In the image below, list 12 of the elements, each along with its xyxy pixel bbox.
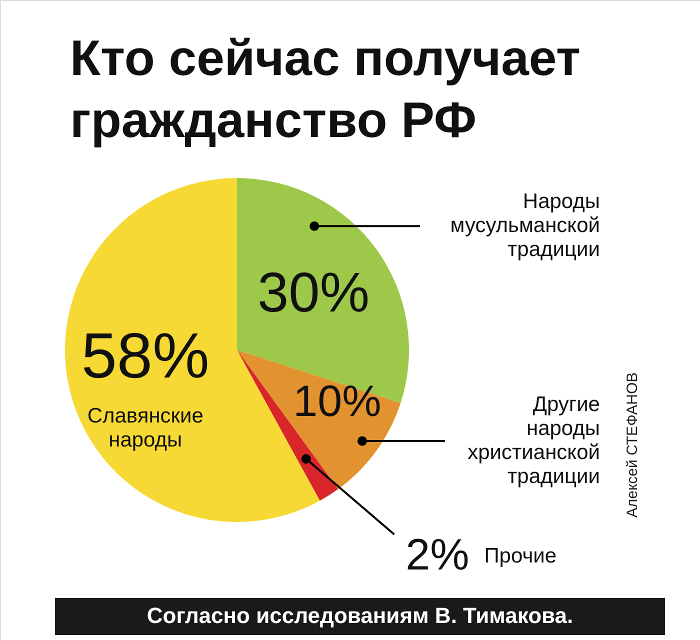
pie-slice [237,350,401,490]
slice-label: Другие народы христианской традиции [468,392,600,488]
text: Алексей СТЕФАНОВ [624,372,641,518]
chart-title: Кто сейчас получает гражданство РФ [70,30,581,148]
text: Согласно исследованиям В. Тимакова. [146,603,574,628]
slice-label: Прочие [484,544,557,568]
data-label: 10% [293,376,382,426]
slice-label: Народы мусульманской традиции [450,190,600,262]
data-label: 2% [406,530,470,580]
data-label: 30% [257,260,370,324]
slice-label: Славянские народы [87,404,204,452]
data-label: 58% [81,320,210,392]
